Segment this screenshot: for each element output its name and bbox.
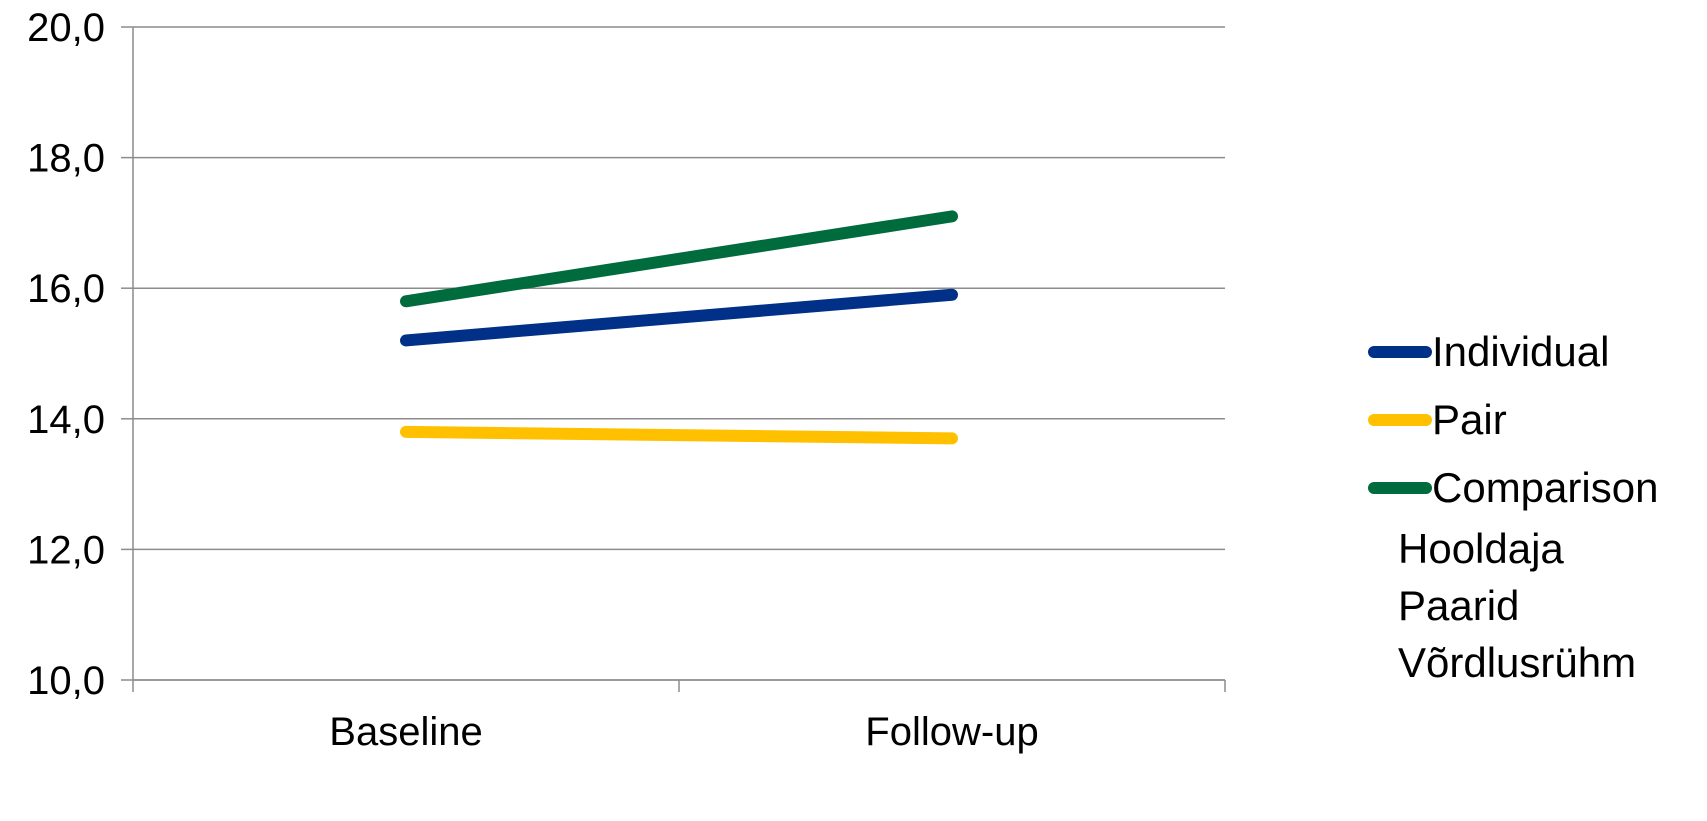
series-lines (400, 210, 958, 445)
extra-legend-labels: Hooldaja Paarid Võrdlusrühm (1398, 520, 1636, 691)
legend-label-comparison: Comparison (1432, 464, 1659, 511)
series-line-individual (400, 288, 958, 347)
y-tick-label: 16,0 (27, 267, 105, 311)
x-axis: Baseline Follow-up (132, 679, 1226, 754)
legend-item-comparison: Comparison (1368, 454, 1658, 522)
legend-swatch-pair (1368, 414, 1432, 426)
extra-label-vordlusruhm: Võrdlusrühm (1398, 639, 1637, 686)
series-line-comparison (400, 210, 958, 308)
extra-label-paarid: Paarid (1398, 582, 1520, 629)
legend-label-pair: Pair (1432, 396, 1507, 443)
x-category-label: Baseline (329, 710, 482, 754)
y-tick-label: 18,0 (27, 137, 105, 181)
y-tick-label: 14,0 (27, 398, 105, 442)
extra-label-hooldaja: Hooldaja (1398, 525, 1564, 572)
y-tick-label: 12,0 (27, 528, 105, 572)
y-tick-label: 20,0 (27, 6, 105, 50)
series-line-pair (400, 425, 958, 445)
y-tick-label: 10,0 (27, 659, 105, 703)
legend-item-individual: Individual (1368, 318, 1658, 386)
gridlines (133, 26, 1225, 681)
legend-swatch-comparison (1368, 482, 1432, 494)
legend: Individual Pair Comparison (1368, 318, 1658, 522)
x-category-label: Follow-up (865, 710, 1038, 754)
y-axis-ticks: 10,0 12,0 14,0 16,0 18,0 20,0 (27, 6, 134, 703)
legend-item-pair: Pair (1368, 386, 1658, 454)
legend-swatch-individual (1368, 346, 1432, 358)
legend-label-individual: Individual (1432, 328, 1610, 375)
